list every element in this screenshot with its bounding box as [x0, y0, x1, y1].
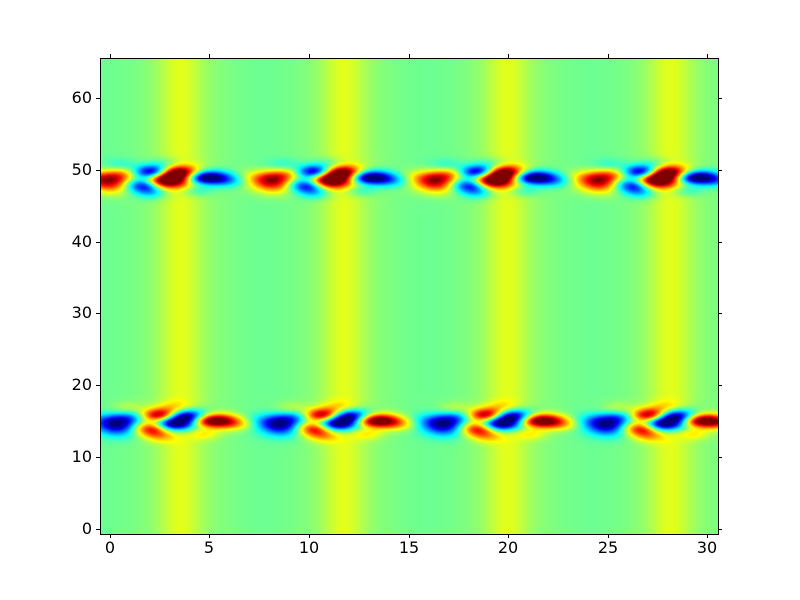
y-tick-label: 50: [71, 160, 92, 179]
x-tick-mark-top: [707, 54, 708, 58]
x-tick-mark-top: [409, 54, 410, 58]
x-tick-mark-top: [309, 54, 310, 58]
x-tick-mark-top: [608, 54, 609, 58]
x-tick-mark: [707, 534, 708, 538]
x-tick-label: 15: [398, 538, 420, 557]
y-tick-mark-right: [718, 98, 722, 99]
x-tick-mark: [409, 534, 410, 538]
x-tick-label: 20: [497, 538, 519, 557]
y-tick-mark-right: [718, 313, 722, 314]
y-tick-label: 60: [71, 88, 92, 107]
x-tick-mark: [508, 534, 509, 538]
y-tick-mark-right: [718, 242, 722, 243]
y-tick-mark: [96, 529, 100, 530]
y-tick-label: 10: [71, 447, 92, 466]
x-tick-mark: [608, 534, 609, 538]
y-tick-mark-right: [718, 170, 722, 171]
x-tick-mark: [110, 534, 111, 538]
y-tick-mark-right: [718, 385, 722, 386]
x-tick-mark: [209, 534, 210, 538]
y-tick-mark: [96, 457, 100, 458]
y-tick-label: 20: [71, 375, 92, 394]
y-tick-mark-right: [718, 529, 722, 530]
y-tick-label: 0: [81, 519, 92, 538]
x-tick-mark-top: [209, 54, 210, 58]
y-tick-mark: [96, 98, 100, 99]
axes-plot-area[interactable]: [100, 58, 719, 535]
y-tick-label: 30: [71, 303, 92, 322]
y-tick-label: 40: [71, 232, 92, 251]
heatmap-image: [101, 59, 718, 534]
x-tick-label: 30: [696, 538, 718, 557]
x-tick-label: 0: [104, 538, 116, 557]
x-tick-mark-top: [110, 54, 111, 58]
y-tick-mark: [96, 242, 100, 243]
y-tick-mark: [96, 170, 100, 171]
x-tick-label: 5: [203, 538, 215, 557]
y-tick-mark-right: [718, 457, 722, 458]
x-tick-mark-top: [508, 54, 509, 58]
x-tick-label: 10: [298, 538, 320, 557]
x-tick-label: 25: [597, 538, 619, 557]
y-tick-mark: [96, 385, 100, 386]
y-tick-mark: [96, 313, 100, 314]
x-tick-mark: [309, 534, 310, 538]
